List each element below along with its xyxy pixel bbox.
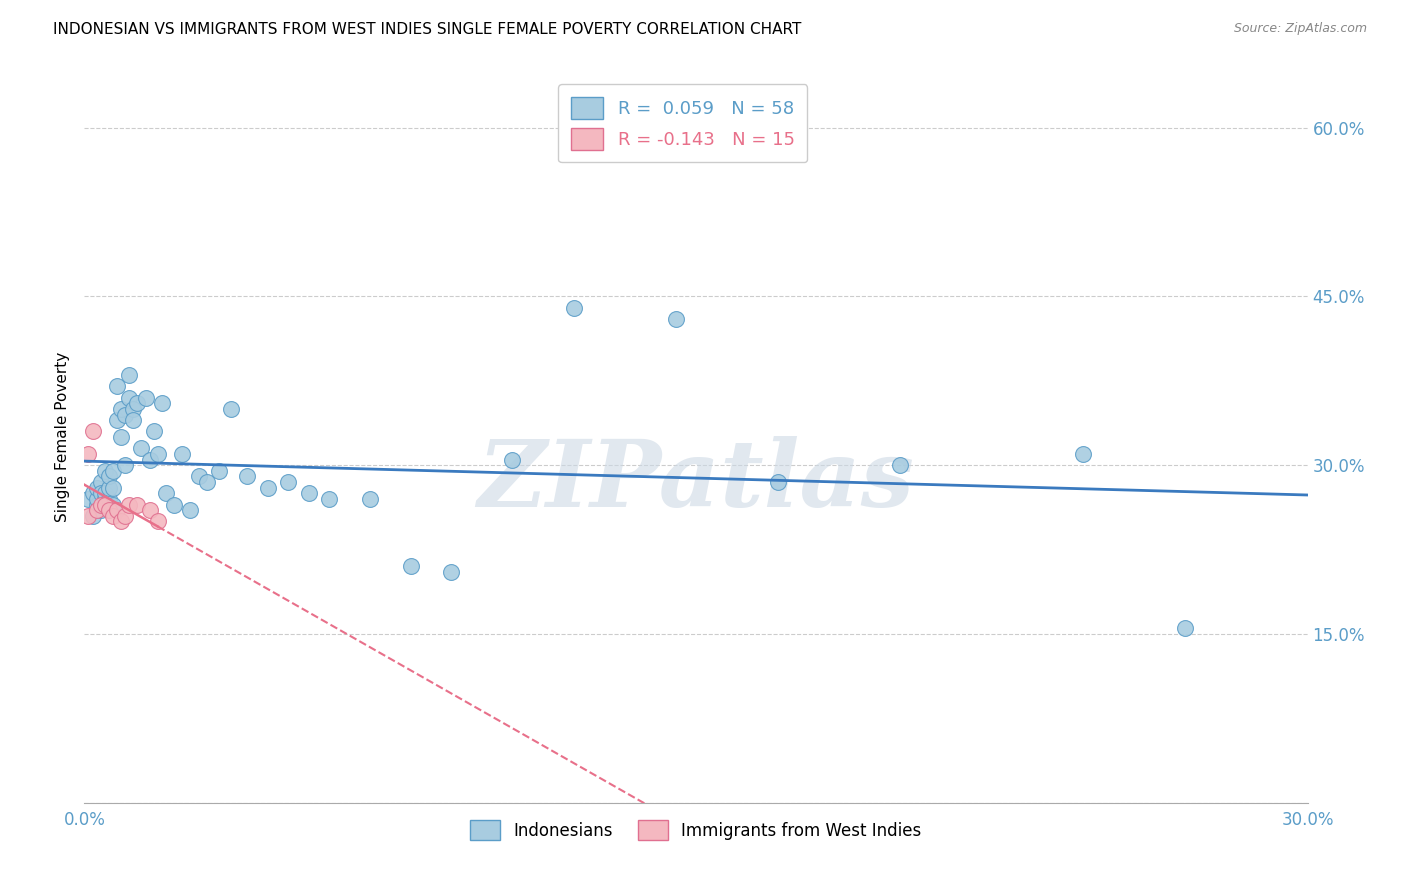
Point	[142, 425, 165, 439]
Point	[318, 491, 340, 506]
Point	[1174, 621, 1197, 635]
Point	[766, 475, 789, 489]
Point	[101, 464, 124, 478]
Point	[110, 401, 132, 416]
Point	[118, 498, 141, 512]
Point	[97, 469, 120, 483]
Point	[131, 442, 153, 456]
Point	[77, 447, 100, 461]
Point	[105, 413, 128, 427]
Point	[359, 491, 381, 506]
Point	[127, 498, 149, 512]
Point	[82, 486, 104, 500]
Point	[236, 469, 259, 483]
Point	[77, 508, 100, 523]
Point	[82, 425, 104, 439]
Point	[150, 396, 173, 410]
Point	[889, 458, 911, 473]
Point	[97, 481, 120, 495]
Point	[86, 503, 108, 517]
Point	[122, 413, 145, 427]
Text: INDONESIAN VS IMMIGRANTS FROM WEST INDIES SINGLE FEMALE POVERTY CORRELATION CHAR: INDONESIAN VS IMMIGRANTS FROM WEST INDIE…	[53, 22, 801, 37]
Point	[93, 486, 115, 500]
Point	[163, 498, 186, 512]
Point	[298, 486, 321, 500]
Point	[86, 491, 108, 506]
Point	[118, 368, 141, 383]
Point	[90, 503, 112, 517]
Point	[90, 475, 112, 489]
Point	[97, 503, 120, 517]
Point	[172, 447, 194, 461]
Point	[105, 503, 128, 517]
Point	[82, 508, 104, 523]
Text: Source: ZipAtlas.com: Source: ZipAtlas.com	[1233, 22, 1367, 36]
Point	[208, 464, 231, 478]
Point	[138, 452, 160, 467]
Point	[114, 508, 136, 523]
Y-axis label: Single Female Poverty: Single Female Poverty	[55, 352, 70, 522]
Point	[219, 401, 242, 416]
Legend: Indonesians, Immigrants from West Indies: Indonesians, Immigrants from West Indies	[464, 814, 928, 847]
Point	[93, 498, 115, 512]
Point	[101, 498, 124, 512]
Point	[110, 515, 132, 529]
Point	[138, 503, 160, 517]
Point	[118, 391, 141, 405]
Point	[195, 475, 218, 489]
Point	[277, 475, 299, 489]
Point	[101, 508, 124, 523]
Point	[146, 447, 169, 461]
Point	[93, 464, 115, 478]
Point	[110, 430, 132, 444]
Point	[127, 396, 149, 410]
Point	[146, 515, 169, 529]
Point	[257, 481, 280, 495]
Point	[105, 379, 128, 393]
Point	[502, 452, 524, 467]
Point	[155, 486, 177, 500]
Point	[135, 391, 157, 405]
Point	[179, 503, 201, 517]
Point	[399, 559, 422, 574]
Point	[77, 491, 100, 506]
Point	[114, 408, 136, 422]
Point	[90, 486, 112, 500]
Point	[122, 401, 145, 416]
Point	[440, 565, 463, 579]
Point	[562, 301, 585, 315]
Text: ZIPatlas: ZIPatlas	[478, 436, 914, 526]
Point	[1073, 447, 1095, 461]
Point	[86, 498, 108, 512]
Point	[90, 498, 112, 512]
Point	[187, 469, 209, 483]
Point	[97, 491, 120, 506]
Point	[93, 491, 115, 506]
Point	[114, 458, 136, 473]
Point	[101, 481, 124, 495]
Point	[665, 312, 688, 326]
Point	[86, 481, 108, 495]
